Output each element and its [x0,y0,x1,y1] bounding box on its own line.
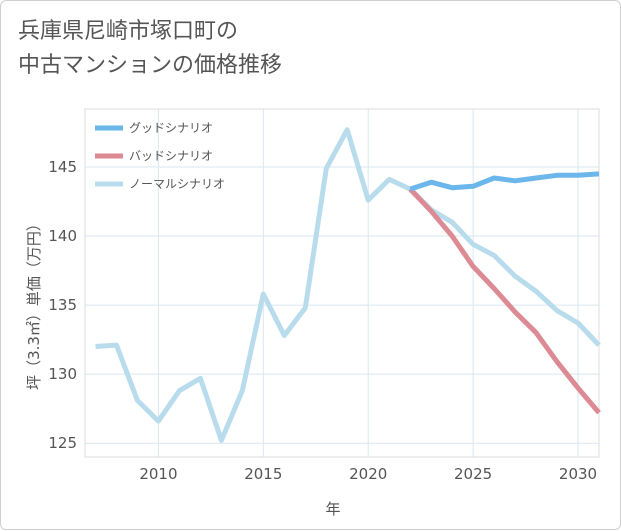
legend-item-good[interactable]: グッドシナリオ [95,121,213,135]
y-tick-label: 125 [48,434,77,452]
legend-label: バッドシナリオ [129,149,213,163]
good-scenario-line [409,171,600,192]
tick-labels: 2010 2015 2020 2025 2030 125 130 135 140 145 [48,158,597,483]
chart-title: 兵庫県尼崎市塚口町の 中古マンションの価格推移 [18,19,283,78]
legend-item-normal[interactable]: ノーマルシナリオ [95,177,225,191]
legend-item-bad[interactable]: バッドシナリオ [95,149,213,163]
series-lines [95,127,601,443]
grid [85,109,599,457]
y-tick-label: 135 [48,296,77,314]
legend-label: グッドシナリオ [129,121,213,135]
bad-scenario-line [408,187,601,415]
x-tick-label: 2025 [454,465,492,483]
x-tick-label: 2015 [244,465,282,483]
x-tick-label: 2030 [559,465,597,483]
x-tick-label: 2020 [349,465,387,483]
y-tick-label: 130 [48,365,77,383]
legend-label: ノーマルシナリオ [129,177,225,191]
y-axis-title: 坪（3.3㎡）単価（万円） [25,216,43,390]
x-tick-label: 2010 [139,465,177,483]
plot-border [84,108,600,458]
y-tick-label: 145 [48,158,77,176]
normal-scenario-line [95,127,601,443]
x-axis-title: 年 [325,500,340,518]
y-tick-label: 140 [48,227,77,245]
